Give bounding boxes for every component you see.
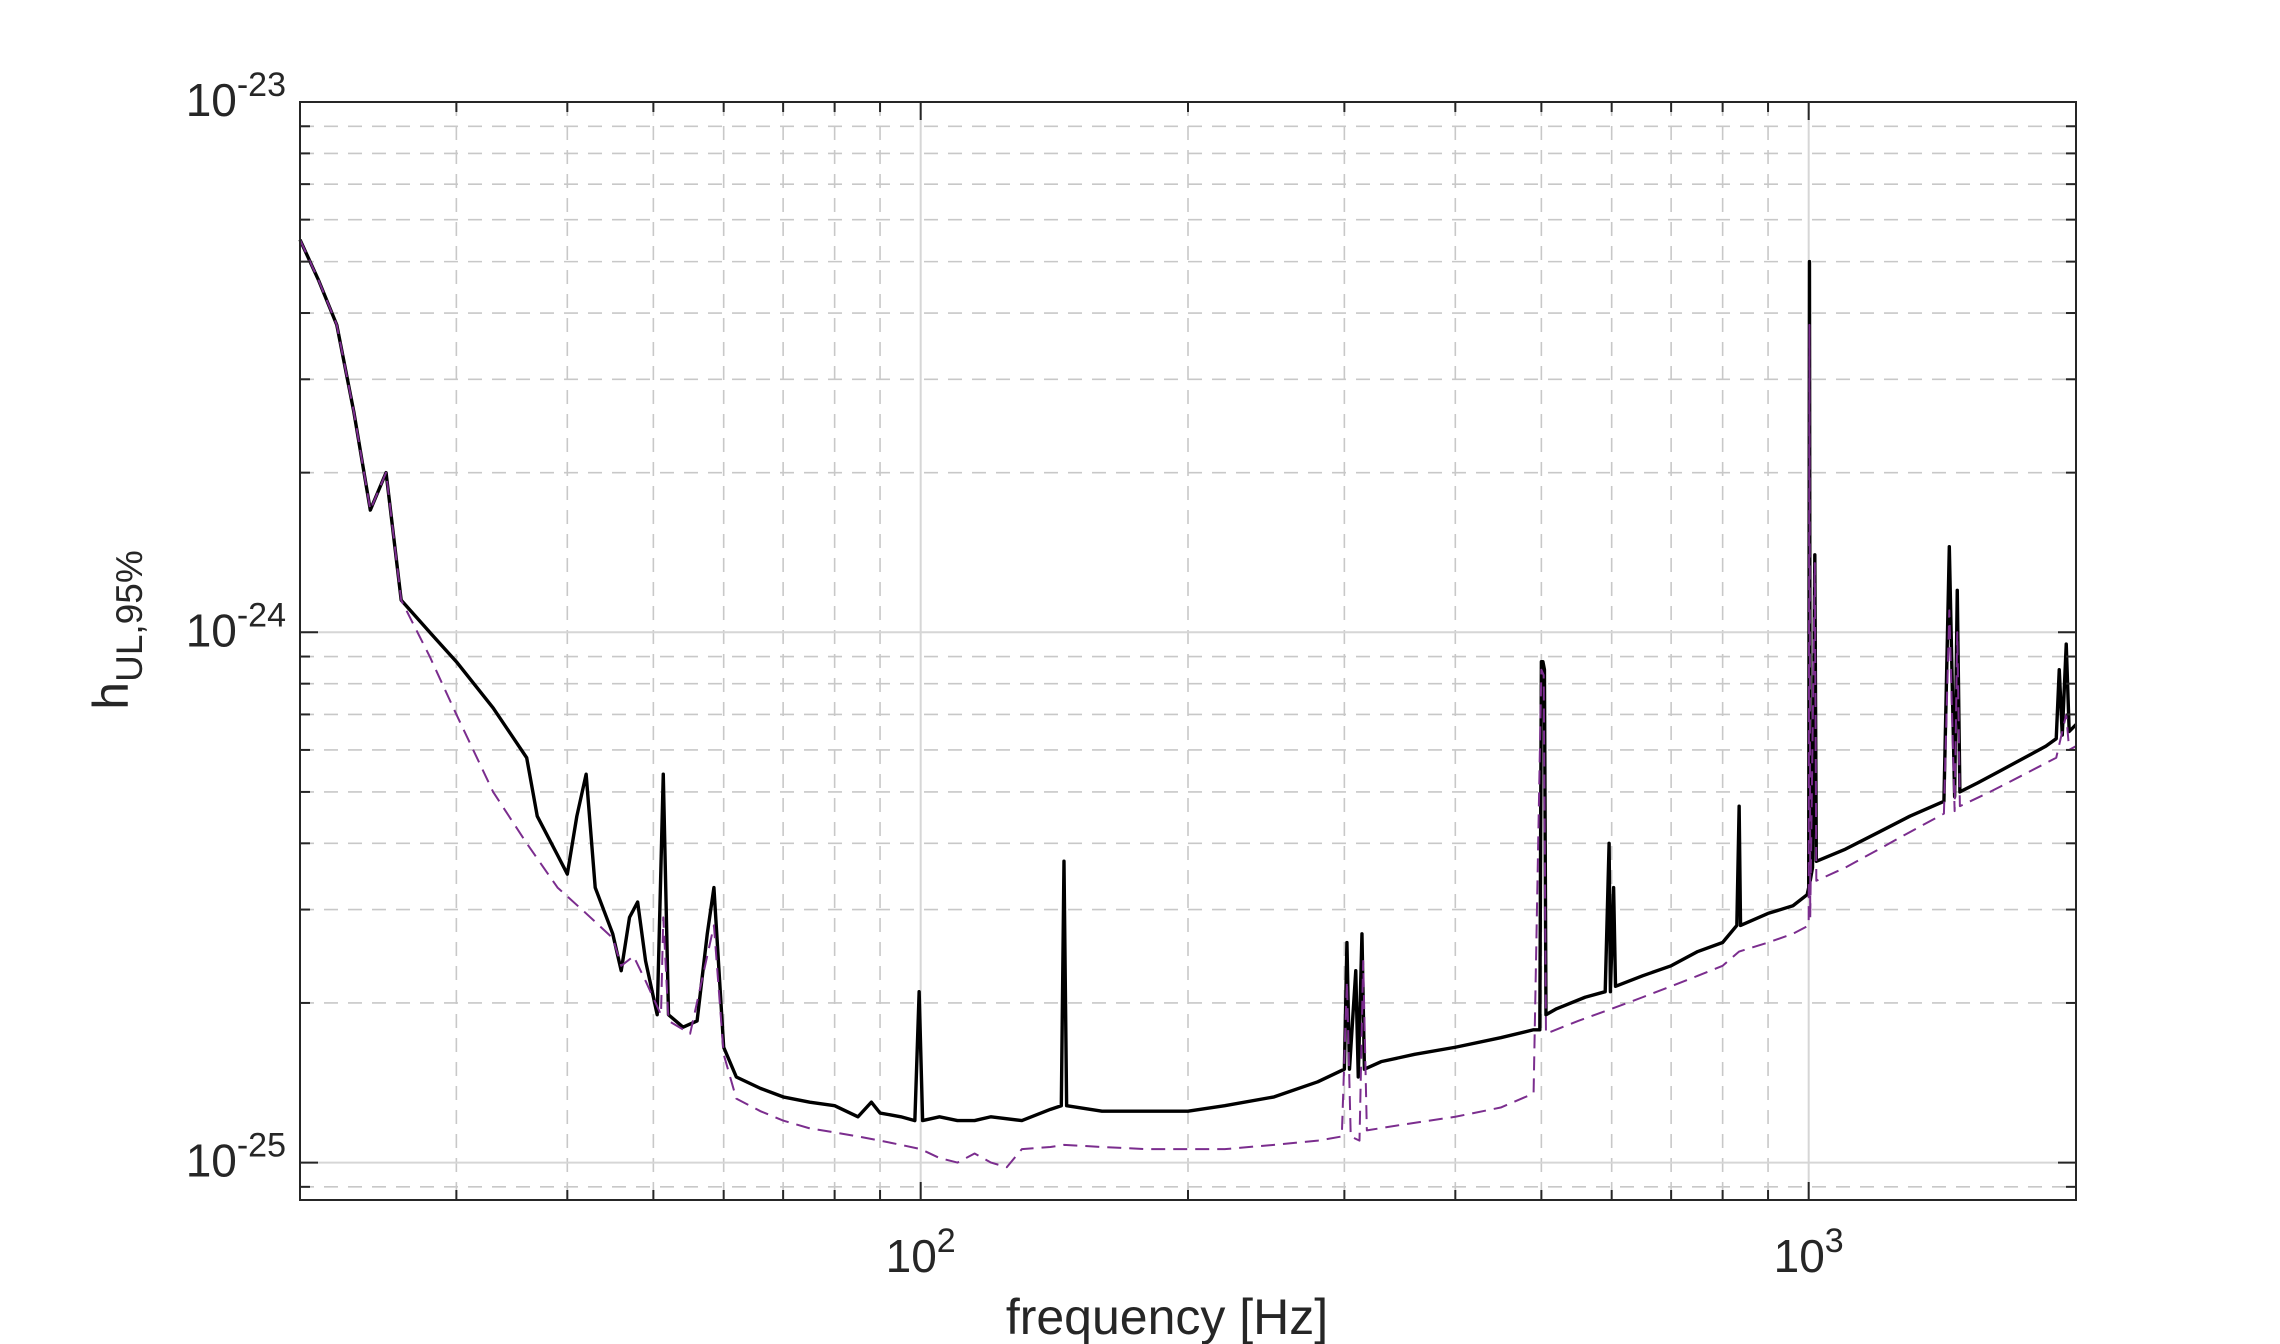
solid-series-line <box>298 238 2078 1123</box>
y-axis-label-subscript: UL,95% <box>109 550 150 682</box>
x-tick-label-exponent: 2 <box>937 1222 956 1260</box>
y-tick-label: 10-23 <box>186 66 286 126</box>
y-tick-label: 10-25 <box>186 1127 286 1187</box>
series-layer <box>298 238 2078 1169</box>
y-tick-label-exponent: -25 <box>237 1127 286 1165</box>
y-tick-label-exponent: -24 <box>237 596 286 634</box>
y-tick-label-base: 10 <box>186 74 237 126</box>
y-tick-label-base: 10 <box>186 604 237 656</box>
x-tick-label-exponent: 3 <box>1825 1222 1844 1260</box>
y-axis-label-base: h <box>83 682 139 710</box>
y-tick-label-base: 10 <box>186 1135 237 1187</box>
x-tick-label-base: 10 <box>1774 1230 1825 1282</box>
y-tick-label-exponent: -23 <box>237 66 286 104</box>
tick-marks <box>299 102 2077 1200</box>
y-tick-label: 10-24 <box>186 596 286 656</box>
x-tick-labels: 102 103 <box>886 1222 1844 1282</box>
x-axis-label: frequency [Hz] <box>1006 1289 1328 1344</box>
x-tick-label: 103 <box>1774 1222 1844 1282</box>
dashed-series-line <box>299 239 2077 1169</box>
x-tick-label: 102 <box>886 1222 956 1282</box>
x-tick-label-base: 10 <box>886 1230 937 1282</box>
y-axis-label: hUL,95% <box>83 550 150 709</box>
